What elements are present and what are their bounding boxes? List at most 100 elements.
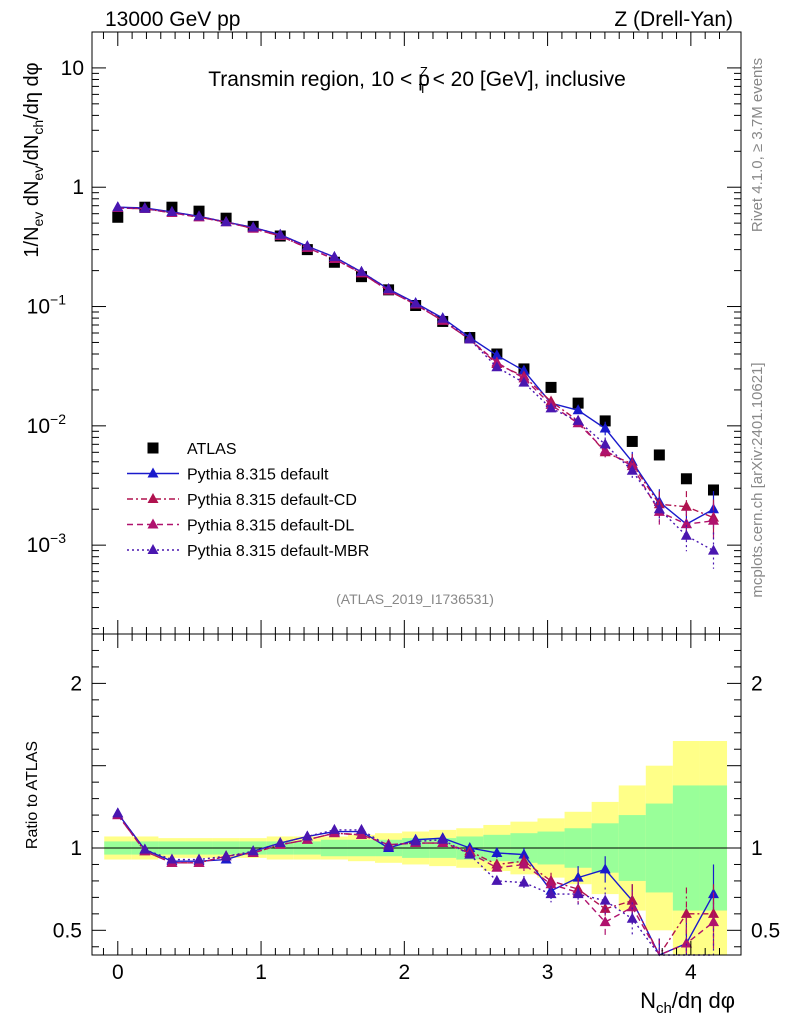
mbr-ratio-marker xyxy=(112,807,124,818)
mbr-ratio-marker xyxy=(355,823,367,834)
default-marker xyxy=(518,364,530,375)
mbr-ratio-marker xyxy=(328,823,340,834)
dl-ratio-marker xyxy=(707,916,719,927)
mbr-ratio-marker xyxy=(166,853,178,864)
mbr-ratio-marker xyxy=(383,840,395,851)
mbr-ratio-marker xyxy=(437,833,449,844)
legend-marker-mbr xyxy=(147,544,159,554)
legend-marker-atlas xyxy=(147,442,159,454)
rivet-label: Rivet 4.1.0, ≥ 3.7M events xyxy=(749,58,766,232)
ratio-xlabel: Nch/dη dφ xyxy=(640,988,735,1017)
mbr-marker xyxy=(301,240,313,251)
main-ytick-label: 1 xyxy=(72,176,84,199)
dl-ratio-marker xyxy=(518,858,530,869)
mbr-ratio-marker xyxy=(410,835,422,846)
mbr-ratio-marker xyxy=(572,888,584,899)
mbr-marker xyxy=(166,205,178,216)
ratio-ytick-label: 1 xyxy=(70,837,82,860)
dl-ratio-marker xyxy=(680,937,692,948)
atlas-point xyxy=(626,435,638,447)
mbr-marker xyxy=(139,202,151,213)
legend-marker-cd xyxy=(147,493,159,503)
dl-ratio-marker xyxy=(626,901,638,912)
mcplots-label: mcplots.cern.ch [arXiv:2401.10621] xyxy=(749,362,766,597)
mbr-marker xyxy=(355,265,367,276)
analysis-tag: (ATLAS_2019_I1736531) xyxy=(336,591,494,607)
atlas-point xyxy=(112,211,124,223)
legend-label-atlas: ATLAS xyxy=(187,441,237,458)
ratio-xtick-label: 3 xyxy=(542,961,554,984)
mbr-marker xyxy=(680,529,692,540)
dl-ratio-marker xyxy=(545,878,557,889)
default-marker xyxy=(599,422,611,433)
mbr-ratio-marker xyxy=(626,912,638,923)
default-ratio-marker xyxy=(491,846,503,857)
main-title: Transmin region, 10 < pZ T < 20 [GeV], in… xyxy=(208,64,626,96)
ratio-ylabel: Ratio to ATLAS xyxy=(24,741,41,849)
mbr-marker xyxy=(545,402,557,413)
ratio-ytick-label-right: 0.5 xyxy=(751,919,780,942)
legend-label-cd: Pythia 8.315 default-CD xyxy=(187,492,357,509)
mbr-line xyxy=(117,206,714,552)
default-ratio-marker xyxy=(572,871,584,882)
atlas-point xyxy=(680,473,692,485)
ratio-frame xyxy=(91,633,742,956)
cd-ratio-marker xyxy=(626,894,638,905)
ratio-ytick-label: 0.5 xyxy=(53,919,82,942)
mbr-ratio-marker xyxy=(193,853,205,864)
mbr-marker xyxy=(193,210,205,221)
mbr-marker xyxy=(383,283,395,294)
ratio-xtick-label: 4 xyxy=(685,961,697,984)
mbr-marker xyxy=(112,201,124,212)
ratio-ytick-label-right: 2 xyxy=(751,672,763,695)
mbr-marker xyxy=(437,312,449,323)
main-ytick-label: 10−2 xyxy=(27,411,67,438)
default-ratio-marker xyxy=(518,848,530,859)
legend: ATLAS Pythia 8.315 default Pythia 8.315 de… xyxy=(127,441,369,560)
main-panel: 10 1 10−1 10−2 10−3 xyxy=(27,31,742,635)
atlas-point xyxy=(572,397,584,409)
mbr-marker xyxy=(707,544,719,555)
dl-marker xyxy=(707,514,719,525)
dl-marker xyxy=(680,518,692,529)
mbr-marker xyxy=(599,438,611,449)
atlas-point xyxy=(707,484,719,496)
ratio-ytick-label-right: 1 xyxy=(751,837,763,860)
atlas-point xyxy=(545,381,557,393)
legend-label-mbr: Pythia 8.315 default-MBR xyxy=(187,543,369,560)
default-marker xyxy=(491,349,503,360)
legend-label-default: Pythia 8.315 default xyxy=(187,467,329,484)
ratio-xtick-label: 0 xyxy=(112,961,124,984)
main-ytick-label: 10 xyxy=(61,57,84,80)
default-ratio-marker xyxy=(599,863,611,874)
main-ylabel: 1/Nev dNev/dNch/dη dφ xyxy=(21,62,46,257)
mbr-marker xyxy=(220,216,232,227)
atlas-point xyxy=(653,449,665,461)
mbr-ratio-marker xyxy=(274,837,286,848)
dl-ratio-marker xyxy=(491,861,503,872)
dl-ratio-marker xyxy=(599,916,611,927)
default-marker xyxy=(572,404,584,415)
mbr-ratio-marker xyxy=(301,830,313,841)
mbr-marker xyxy=(328,251,340,262)
mbr-marker xyxy=(491,361,503,372)
cd-ratio-marker xyxy=(680,907,692,918)
mbr-ratio-marker xyxy=(491,874,503,885)
mbr-marker xyxy=(464,333,476,344)
mbr-ratio-marker xyxy=(247,845,259,856)
mbr-marker xyxy=(410,297,422,308)
legend-marker-dl xyxy=(147,518,159,529)
mbr-marker xyxy=(653,503,665,514)
ratio-xtick-label: 2 xyxy=(398,961,410,984)
mbr-marker xyxy=(572,414,584,425)
ratio-panel: 0.5 0.5 1 1 2 2 0 1 2 3 4 xyxy=(53,633,780,984)
mbr-marker xyxy=(518,376,530,387)
dl-marker xyxy=(599,444,611,455)
mbr-ratio-marker xyxy=(220,850,232,861)
mbr-marker xyxy=(247,221,259,232)
mbr-ratio-marker xyxy=(518,876,530,887)
mbr-ratio-marker xyxy=(464,848,476,859)
ratio-xtick-label: 1 xyxy=(255,961,267,984)
legend-label-dl: Pythia 8.315 default-DL xyxy=(187,518,354,535)
